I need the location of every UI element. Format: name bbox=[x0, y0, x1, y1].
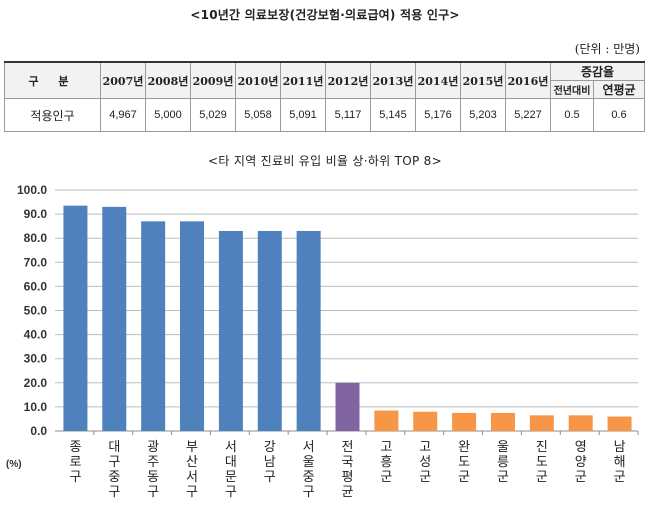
bar bbox=[63, 205, 88, 431]
year-header: 2014년 bbox=[415, 61, 461, 99]
year-header: 2015년 bbox=[460, 61, 506, 99]
y-tick-label: 30.0 bbox=[24, 352, 48, 366]
chart-x-axis: 종 로 구 대 구 중 구 광 주 동 구 부 산 서 구 서 대 문 구 강 남 구 서 울 중 구 전 국 평 균 고 흥 군 고 성 군 완 도 군 울… bbox=[69, 440, 625, 500]
bar bbox=[296, 230, 321, 431]
year-header: 2007년 bbox=[100, 61, 146, 99]
bar-chart: 0.0 10.0 20.0 30.0 40.0 50.0 60.0 70.0 80.0 90.0 1… bbox=[6, 183, 639, 500]
table-title: <10년간 의료보장(건강보험·의료급여) 적용 인구> bbox=[190, 8, 460, 22]
row-label: 적용인구 bbox=[4, 98, 101, 132]
year-header: 2010년 bbox=[235, 61, 281, 99]
bar bbox=[257, 230, 282, 431]
table-cell: 5,058 bbox=[235, 98, 281, 132]
growth-header: 증감율 bbox=[550, 61, 645, 81]
bar bbox=[141, 221, 166, 431]
bar bbox=[607, 416, 632, 431]
bar bbox=[452, 412, 477, 431]
y-tick-label: 80.0 bbox=[24, 231, 48, 245]
y-tick-label: 60.0 bbox=[24, 279, 48, 293]
table-unit: (단위 : 만명) bbox=[574, 42, 640, 56]
table-cell: 5,091 bbox=[280, 98, 326, 132]
label-header: 구 분 bbox=[4, 61, 101, 99]
y-tick-label: 70.0 bbox=[24, 255, 48, 269]
bar bbox=[529, 415, 554, 431]
bar bbox=[335, 382, 360, 431]
table-cell: 5,203 bbox=[460, 98, 506, 132]
bar bbox=[568, 415, 593, 431]
y-tick-label: 40.0 bbox=[24, 328, 48, 342]
coverage-table: 구 분 2007년 2008년 2009년 2010년 2011년 2012년 … bbox=[4, 61, 645, 132]
bar bbox=[102, 206, 127, 431]
bar bbox=[490, 412, 515, 431]
y-tick-label: 50.0 bbox=[24, 304, 48, 318]
year-header: 2012년 bbox=[325, 61, 371, 99]
year-header: 2008년 bbox=[145, 61, 191, 99]
y-axis-unit: (%) bbox=[6, 459, 22, 470]
bar bbox=[180, 221, 205, 431]
table-cell: 5,117 bbox=[325, 98, 371, 132]
table-subheader-row: 전년대비 연평균 bbox=[5, 80, 645, 99]
y-tick-label: 100.0 bbox=[17, 183, 47, 197]
table-cell: 5,145 bbox=[370, 98, 416, 132]
year-header: 2016년 bbox=[505, 61, 551, 99]
table-header-row: 구 분 2007년 2008년 2009년 2010년 2011년 2012년 … bbox=[4, 61, 645, 99]
table-cell: 0.6 bbox=[593, 98, 645, 132]
y-tick-label: 20.0 bbox=[24, 376, 48, 390]
bar bbox=[374, 410, 399, 431]
y-tick-label: 0.0 bbox=[30, 424, 47, 438]
table-cell: 5,176 bbox=[415, 98, 461, 132]
table-cell: 0.5 bbox=[550, 98, 594, 132]
y-tick-label: 90.0 bbox=[24, 207, 48, 221]
table-cell: 5,000 bbox=[145, 98, 191, 132]
growth-sub-header: 전년대비 bbox=[550, 80, 594, 99]
y-tick-label: 10.0 bbox=[24, 400, 48, 414]
bar bbox=[413, 411, 438, 431]
table-cell: 4,967 bbox=[100, 98, 146, 132]
bar bbox=[218, 230, 243, 431]
year-header: 2013년 bbox=[370, 61, 416, 99]
year-header: 2011년 bbox=[280, 61, 326, 99]
growth-sub-header: 연평균 bbox=[593, 80, 645, 99]
chart-bars bbox=[63, 205, 632, 431]
chart-title: <타 지역 진료비 유입 비율 상·하위 TOP 8> bbox=[208, 154, 442, 168]
year-header: 2009년 bbox=[190, 61, 236, 99]
table-cell: 5,227 bbox=[505, 98, 551, 132]
table-cell: 5,029 bbox=[190, 98, 236, 132]
table-row: 적용인구 4,967 5,000 5,029 5,058 5,091 5,117… bbox=[4, 98, 645, 132]
chart-y-axis: 0.0 10.0 20.0 30.0 40.0 50.0 60.0 70.0 80.0 90.0 1… bbox=[17, 183, 47, 438]
